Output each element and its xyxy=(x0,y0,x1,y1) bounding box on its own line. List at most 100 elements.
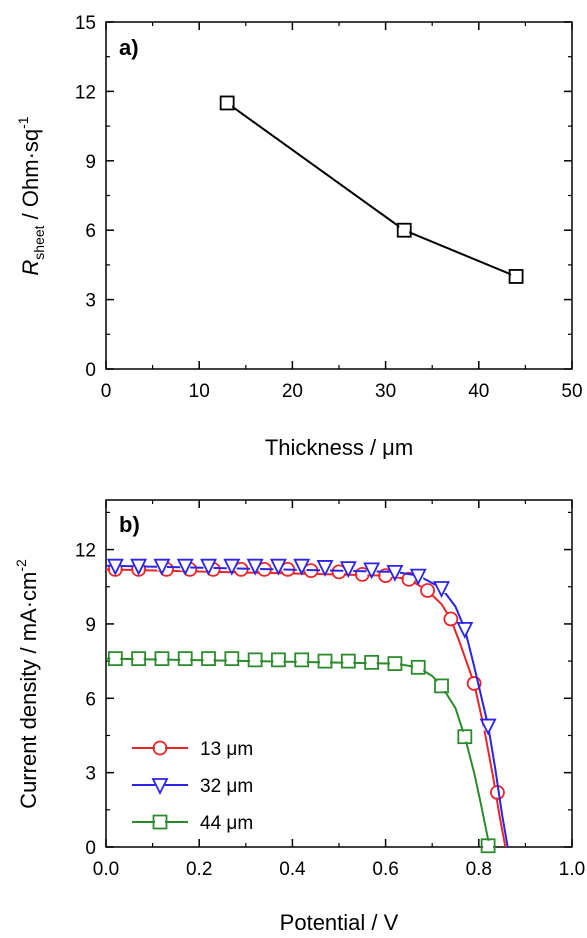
y-tick-label-a: 9 xyxy=(85,152,96,173)
data-point-b-2 xyxy=(434,678,449,694)
y-tick-label-b: 9 xyxy=(85,615,96,636)
data-point-b-2 xyxy=(224,651,240,667)
marker-bg xyxy=(343,656,354,667)
data-point-b-2 xyxy=(340,653,356,669)
data-point-b-2 xyxy=(317,653,333,669)
data-point-b-1 xyxy=(269,558,287,576)
data-point-b-1 xyxy=(409,568,427,586)
legend-marker-bg xyxy=(155,743,165,753)
data-point-b-2 xyxy=(294,652,310,668)
x-tick-label-a: 0 xyxy=(101,381,112,402)
marker-bg xyxy=(445,613,456,624)
data-point-b-2 xyxy=(387,656,403,671)
y-axis-label-b: Current density / mA·cm-2 xyxy=(13,559,41,809)
marker-bg xyxy=(156,560,167,571)
x-tick-label-a: 40 xyxy=(468,381,489,402)
y-tick-label-b: 0 xyxy=(85,838,96,859)
marker-bg xyxy=(203,560,214,571)
data-point-b-2 xyxy=(247,652,263,668)
marker-bg xyxy=(320,656,331,667)
marker-bg xyxy=(250,654,261,665)
data-point-a-0 xyxy=(396,222,412,238)
legend: 13 μm 32 μm 44 μm xyxy=(132,739,253,834)
axes-a: 0 10 20 30 40 50 0 3 6 9 12 15 xyxy=(75,13,583,402)
marker-bg xyxy=(422,585,433,596)
data-point-b-1 xyxy=(293,558,311,576)
marker-bg xyxy=(459,623,470,634)
legend-label-0: 13 μm xyxy=(200,739,253,760)
series-line-b-1 xyxy=(105,564,509,848)
panel-label-b: b) xyxy=(119,512,140,537)
legend-label-1: 32 μm xyxy=(200,776,253,797)
data-point-b-1 xyxy=(339,561,357,579)
marker-bg xyxy=(222,97,233,108)
marker-bg xyxy=(511,271,522,282)
data-point-b-2 xyxy=(480,838,496,854)
data-point-b-1 xyxy=(106,558,124,576)
y-tick-label-a: 12 xyxy=(75,82,96,103)
data-point-b-2 xyxy=(364,654,380,670)
marker-bg xyxy=(180,653,191,664)
marker-bg xyxy=(133,560,144,571)
data-point-b-1 xyxy=(433,581,450,599)
marker-bg xyxy=(296,654,307,665)
marker-bg xyxy=(203,653,214,664)
series-a xyxy=(219,95,524,284)
data-point-b-1 xyxy=(246,558,264,576)
legend-marker-1 xyxy=(151,778,169,796)
data-point-b-2 xyxy=(410,659,426,675)
marker-bg xyxy=(250,560,261,571)
marker-bg xyxy=(366,657,377,668)
x-axis-label-a: Thickness / μm xyxy=(265,435,413,460)
marker-bg xyxy=(110,560,121,571)
data-point-b-2 xyxy=(271,652,286,668)
series-b xyxy=(105,558,509,854)
y-axis-label-b-superscript: -2 xyxy=(13,559,29,572)
x-tick-label-a: 50 xyxy=(561,381,582,402)
data-point-b-0 xyxy=(443,611,459,627)
marker-bg xyxy=(413,570,424,581)
chart-panel-a: 0 10 20 30 40 50 0 3 6 9 12 15 a) Thickness / μm Rs… xyxy=(15,13,583,460)
legend-marker-bg xyxy=(155,817,165,827)
marker-bg xyxy=(380,570,391,581)
marker-bg xyxy=(357,569,368,580)
x-tick-label-b: 0.8 xyxy=(466,859,492,880)
marker-bg xyxy=(436,680,447,691)
chart-panel-b: 0.0 0.2 0.4 0.6 0.8 1.0 0 3 6 9 12 b) Potential / … xyxy=(13,499,585,935)
data-point-b-1 xyxy=(223,558,241,576)
data-point-b-0 xyxy=(466,676,482,691)
marker-bg xyxy=(492,787,503,798)
panel-label-a: a) xyxy=(119,35,139,60)
data-point-b-2 xyxy=(131,651,147,667)
marker-bg xyxy=(180,560,191,571)
data-point-b-2 xyxy=(177,651,193,667)
x-tick-label-b: 1.0 xyxy=(559,859,585,880)
y-axis-label-a-subscript: sheet xyxy=(31,225,47,259)
y-tick-label-a: 0 xyxy=(85,360,96,381)
data-point-b-0 xyxy=(420,583,435,598)
data-point-b-1 xyxy=(456,621,474,639)
data-point-a-0 xyxy=(219,95,235,111)
y-axis-label-b-rest: Current density / mA·cm xyxy=(16,572,41,809)
y-tick-label-b: 6 xyxy=(85,689,96,710)
marker-bg xyxy=(343,563,354,574)
marker-bg xyxy=(273,654,284,665)
y-tick-label-b: 12 xyxy=(75,541,96,562)
series-line-b-2 xyxy=(105,657,493,848)
data-point-b-1 xyxy=(386,564,404,582)
x-tick-label-a: 30 xyxy=(375,381,396,402)
data-point-b-1 xyxy=(176,558,194,576)
y-tick-label-b: 3 xyxy=(85,764,96,785)
marker-bg xyxy=(366,564,377,575)
plot-frame-a xyxy=(105,21,573,370)
x-tick-label-b: 0.6 xyxy=(372,859,398,880)
marker-bg xyxy=(226,560,237,571)
marker-bg xyxy=(389,658,400,669)
data-point-b-1 xyxy=(200,558,217,576)
marker-bg xyxy=(399,225,410,236)
y-tick-label-a: 3 xyxy=(85,291,96,312)
marker-bg xyxy=(469,678,480,689)
marker-bg xyxy=(296,560,307,571)
marker-bg xyxy=(483,720,494,731)
marker-bg xyxy=(483,840,494,851)
